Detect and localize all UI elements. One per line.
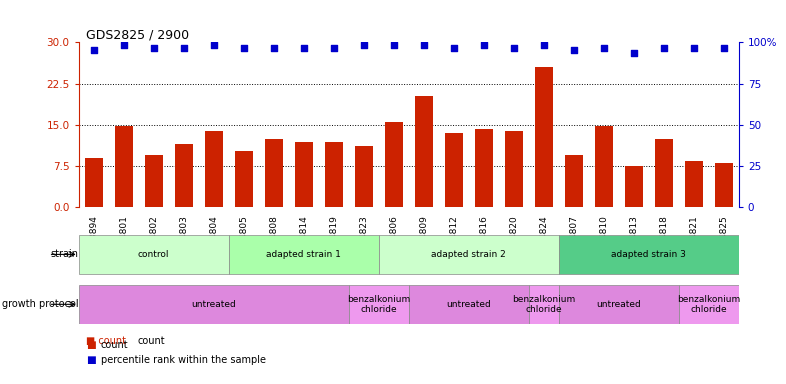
Bar: [79, 285, 349, 324]
Point: [147, 45, 160, 51]
Bar: [595, 126, 613, 207]
Point: [658, 45, 670, 51]
Text: growth protocol: growth protocol: [2, 299, 79, 310]
Bar: [685, 161, 703, 207]
Bar: [384, 122, 402, 207]
Text: benzalkonium
chloride: benzalkonium chloride: [347, 295, 410, 314]
Text: count: count: [101, 339, 128, 349]
Bar: [79, 235, 229, 274]
Bar: [85, 158, 103, 207]
Point: [567, 47, 580, 53]
Text: ■ count: ■ count: [86, 336, 127, 346]
Bar: [354, 146, 373, 207]
Bar: [265, 139, 283, 207]
Point: [597, 45, 610, 51]
Bar: [565, 155, 582, 207]
Text: ■: ■: [86, 355, 96, 365]
Bar: [529, 285, 559, 324]
Bar: [415, 96, 433, 207]
Bar: [379, 235, 559, 274]
Bar: [295, 142, 313, 207]
Bar: [409, 285, 529, 324]
Point: [267, 45, 280, 51]
Point: [718, 45, 730, 51]
Point: [237, 45, 250, 51]
Point: [688, 45, 700, 51]
Point: [417, 42, 430, 48]
Bar: [115, 126, 133, 207]
Point: [117, 42, 130, 48]
Bar: [229, 235, 379, 274]
Point: [447, 45, 460, 51]
Point: [387, 42, 400, 48]
Bar: [714, 163, 733, 207]
Text: count: count: [138, 336, 165, 346]
Text: untreated: untreated: [191, 300, 236, 309]
Bar: [145, 155, 163, 207]
Point: [208, 42, 220, 48]
Bar: [325, 142, 343, 207]
Text: control: control: [138, 250, 169, 259]
Text: adapted strain 1: adapted strain 1: [266, 250, 341, 259]
Bar: [625, 166, 643, 207]
Point: [538, 42, 550, 48]
Bar: [559, 235, 739, 274]
Point: [178, 45, 190, 51]
Bar: [235, 151, 252, 207]
Text: benzalkonium
chloride: benzalkonium chloride: [512, 295, 575, 314]
Point: [627, 50, 640, 56]
Bar: [534, 67, 553, 207]
Text: untreated: untreated: [597, 300, 641, 309]
Text: untreated: untreated: [446, 300, 491, 309]
Bar: [349, 285, 409, 324]
Point: [477, 42, 490, 48]
Bar: [559, 285, 679, 324]
Bar: [204, 131, 222, 207]
Point: [87, 47, 100, 53]
Bar: [505, 131, 523, 207]
Text: ■: ■: [86, 339, 96, 349]
Text: percentile rank within the sample: percentile rank within the sample: [101, 355, 266, 365]
Point: [358, 42, 370, 48]
Text: benzalkonium
chloride: benzalkonium chloride: [678, 295, 740, 314]
Text: strain: strain: [50, 249, 79, 260]
Bar: [174, 144, 193, 207]
Text: adapted strain 3: adapted strain 3: [612, 250, 686, 259]
Bar: [445, 133, 463, 207]
Bar: [655, 139, 673, 207]
Point: [328, 45, 340, 51]
Point: [508, 45, 520, 51]
Bar: [475, 129, 493, 207]
Point: [297, 45, 310, 51]
Text: adapted strain 2: adapted strain 2: [432, 250, 506, 259]
Text: GDS2825 / 2900: GDS2825 / 2900: [86, 28, 189, 41]
Bar: [679, 285, 739, 324]
